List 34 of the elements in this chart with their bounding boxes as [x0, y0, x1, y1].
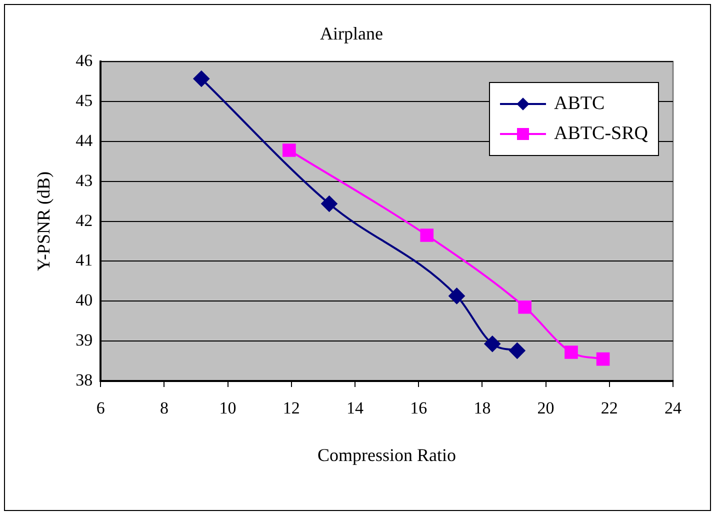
y-tick-label: 41 — [76, 250, 93, 270]
x-tick-label: 24 — [664, 398, 682, 418]
y-axis-title: Y-PSNR (dB) — [34, 172, 54, 272]
x-tick-label: 6 — [96, 398, 105, 418]
x-tick-label: 22 — [600, 398, 618, 418]
y-tick-label: 42 — [76, 210, 93, 230]
point — [321, 196, 338, 212]
y-tick-label: 45 — [76, 90, 93, 110]
point — [484, 336, 500, 352]
x-axis-title: Compression Ratio — [318, 444, 456, 465]
chart-title: Airplane — [320, 24, 383, 44]
y-tick-label: 46 — [76, 51, 93, 70]
point — [509, 342, 526, 359]
y-tick-label: 44 — [76, 130, 94, 150]
point — [282, 144, 296, 157]
x-tick-label: 14 — [346, 398, 364, 418]
point — [193, 70, 210, 87]
point — [420, 228, 434, 242]
point — [448, 288, 465, 304]
x-tick-label: 16 — [410, 398, 428, 418]
y-tick-label: 43 — [76, 170, 93, 190]
point — [518, 300, 532, 314]
point — [564, 346, 578, 359]
x-tick-label: 20 — [537, 398, 554, 418]
y-tick-label: 39 — [76, 330, 93, 350]
y-tick-label: 38 — [76, 370, 93, 390]
legend-label: ABTC-SRQ — [554, 122, 648, 145]
x-tick-label: 10 — [219, 398, 236, 418]
y-tick-label: 40 — [76, 290, 93, 310]
legend-label: ABTC — [554, 92, 605, 115]
x-tick-label: 8 — [160, 398, 168, 418]
x-tick-label: 18 — [474, 398, 491, 418]
x-tick-label: 12 — [282, 398, 300, 418]
point — [596, 352, 610, 366]
